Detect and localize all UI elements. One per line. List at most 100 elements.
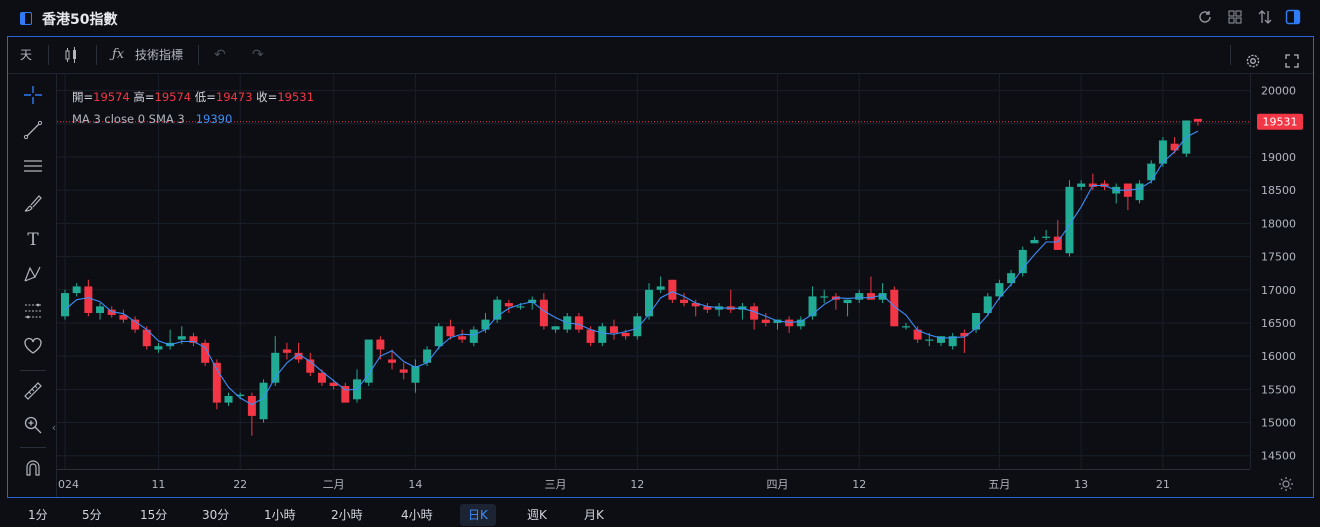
window-titlebar — [0, 0, 1320, 36]
brush-icon[interactable] — [22, 193, 44, 215]
candle — [609, 319, 618, 340]
candle — [738, 303, 747, 320]
ma-value: 19390 — [195, 112, 233, 126]
candle — [504, 299, 513, 313]
settings-gear-icon[interactable] — [1245, 47, 1261, 68]
price-tick-label: 15000 — [1261, 417, 1296, 430]
candle-body — [808, 296, 817, 317]
last-price-tag: 19531 — [1257, 113, 1303, 130]
magnet-icon[interactable] — [22, 458, 44, 480]
timeframe-7[interactable]: 日K — [460, 504, 496, 526]
candle-body — [458, 336, 467, 340]
candle — [294, 342, 303, 363]
candle-body — [703, 306, 712, 310]
redo-icon[interactable]: ↷ — [252, 47, 264, 63]
layout-grid-icon[interactable] — [1226, 9, 1244, 27]
candle — [715, 303, 724, 317]
candle — [1018, 246, 1027, 277]
ruler-icon[interactable] — [22, 381, 44, 403]
refresh-icon[interactable] — [1196, 9, 1214, 27]
candle — [598, 322, 607, 347]
candle — [399, 362, 408, 380]
candle-body — [177, 336, 186, 340]
candle — [866, 276, 875, 300]
candle-body — [271, 352, 280, 383]
price-tick-label: 16500 — [1261, 317, 1296, 330]
close-label: 收= — [256, 90, 278, 104]
candles-style-icon[interactable] — [63, 47, 79, 63]
candle-body — [189, 336, 198, 343]
time-axis[interactable]: 2024 11 22 二月 14 三月 12 四月 12 五月 13 21 — [57, 469, 1250, 498]
candle-body — [925, 339, 934, 341]
sort-arrows-icon[interactable] — [1256, 9, 1274, 27]
candle-body — [645, 289, 653, 317]
candle — [1065, 180, 1074, 257]
price-tick-label: 14500 — [1261, 450, 1296, 463]
collapse-chevron-icon[interactable]: ‹ — [51, 421, 57, 434]
candle — [761, 312, 770, 327]
price-chart[interactable] — [57, 74, 1250, 469]
crosshair-icon[interactable] — [22, 85, 44, 107]
panel-icon[interactable] — [20, 12, 32, 25]
timeframe-9[interactable]: 月K — [584, 508, 604, 522]
candle-body — [1030, 239, 1039, 244]
candle-body — [1007, 273, 1016, 284]
candle — [306, 352, 315, 377]
candle — [493, 296, 502, 323]
chart-toolbar: 天 ƒx 技術指標 ↶ ↷ — [8, 37, 1313, 74]
measure-lines-icon[interactable] — [22, 301, 44, 323]
axis-settings-icon[interactable] — [1278, 476, 1294, 492]
function-fx-icon[interactable]: ƒx — [112, 47, 125, 62]
toolbar-divider — [48, 45, 49, 65]
candle-body — [154, 346, 163, 350]
toolbar-divider — [198, 45, 199, 65]
pattern-icon[interactable] — [22, 264, 44, 286]
sidebar-toggle-icon[interactable] — [1284, 9, 1302, 27]
trend-line-icon[interactable] — [22, 120, 44, 142]
text-icon[interactable]: T — [27, 230, 39, 250]
candle-body — [423, 349, 432, 363]
candle — [901, 322, 910, 330]
time-tick-label: 12 — [630, 478, 644, 491]
time-tick-label: 12 — [852, 478, 866, 491]
candle — [995, 279, 1004, 300]
time-tick-label: 四月 — [766, 478, 788, 491]
ma-legend[interactable]: MA 3 close 0 SMA 3 19390 — [72, 112, 232, 126]
indicators-button[interactable]: 技術指標 — [135, 48, 184, 62]
candle — [61, 289, 69, 320]
price-axis[interactable]: 14500 15000 15500 16000 16500 17000 17500 18000… — [1250, 74, 1314, 469]
timeframe-2[interactable]: 15分 — [140, 508, 168, 522]
candle-body — [72, 286, 81, 294]
candle-body — [294, 352, 303, 360]
timeframe-6[interactable]: 4小時 — [401, 508, 433, 522]
timeframe-4[interactable]: 1小時 — [264, 508, 296, 522]
candle — [796, 316, 805, 330]
candle-body — [236, 394, 245, 396]
interval-button[interactable]: 天 — [20, 48, 33, 62]
timeframe-1[interactable]: 5分 — [82, 508, 102, 522]
timeframe-3[interactable]: 30分 — [202, 508, 230, 522]
ohlc-legend: 開=19574 高=19574 低=19473 收=19531 — [72, 89, 314, 105]
zoom-in-icon[interactable] — [22, 415, 44, 437]
timeframe-8[interactable]: 週K — [527, 508, 547, 522]
candle-body — [1042, 236, 1051, 238]
candle — [1042, 230, 1051, 240]
candle-body — [586, 329, 595, 343]
candle-body — [247, 395, 256, 416]
candle-body — [212, 362, 221, 403]
fullscreen-icon[interactable] — [1284, 47, 1300, 68]
candle-body — [96, 306, 105, 313]
low-value: 19473 — [215, 90, 253, 104]
candle-body — [913, 329, 922, 340]
candles-layer — [61, 118, 1202, 436]
timeframe-0[interactable]: 1分 — [28, 508, 48, 522]
candle — [855, 289, 864, 304]
time-tick-label: 五月 — [988, 478, 1010, 491]
timeframe-5[interactable]: 2小時 — [331, 508, 363, 522]
candle — [1123, 183, 1132, 211]
horizontal-lines-icon[interactable] — [22, 156, 44, 178]
undo-icon[interactable]: ↶ — [214, 47, 226, 63]
candle — [972, 312, 981, 333]
favorite-heart-icon[interactable] — [22, 336, 44, 358]
candle — [785, 316, 794, 333]
